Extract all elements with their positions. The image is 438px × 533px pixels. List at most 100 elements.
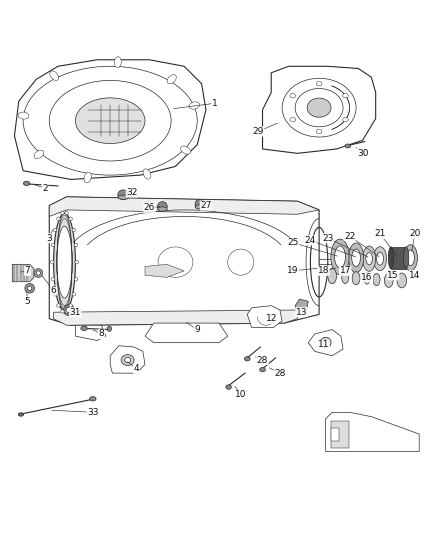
Polygon shape (49, 197, 319, 325)
Text: 26: 26 (144, 203, 155, 212)
Ellipse shape (342, 271, 349, 284)
Ellipse shape (74, 243, 78, 247)
Ellipse shape (331, 239, 349, 275)
Polygon shape (12, 264, 34, 282)
Polygon shape (145, 264, 184, 277)
Ellipse shape (143, 169, 151, 179)
Text: 28: 28 (257, 356, 268, 365)
Polygon shape (75, 325, 106, 341)
Ellipse shape (373, 273, 380, 286)
Text: 20: 20 (409, 229, 420, 238)
Ellipse shape (349, 243, 364, 272)
Polygon shape (262, 66, 376, 154)
Polygon shape (110, 346, 145, 373)
Ellipse shape (307, 98, 331, 117)
Ellipse shape (18, 112, 29, 119)
Ellipse shape (57, 217, 60, 221)
Text: 16: 16 (361, 273, 373, 282)
Ellipse shape (260, 367, 265, 372)
Ellipse shape (34, 150, 44, 159)
Ellipse shape (60, 211, 64, 215)
Ellipse shape (69, 304, 72, 307)
Text: 6: 6 (51, 286, 57, 295)
Ellipse shape (53, 228, 57, 232)
Ellipse shape (366, 253, 372, 265)
Ellipse shape (34, 269, 43, 277)
Text: 22: 22 (344, 231, 355, 240)
Ellipse shape (60, 310, 64, 313)
Text: 11: 11 (318, 341, 329, 349)
Text: 4: 4 (134, 364, 139, 373)
Polygon shape (331, 429, 339, 441)
Ellipse shape (226, 385, 231, 389)
Ellipse shape (51, 278, 55, 281)
Ellipse shape (343, 93, 348, 98)
Polygon shape (295, 299, 308, 312)
Ellipse shape (385, 273, 393, 287)
Ellipse shape (50, 261, 54, 264)
Ellipse shape (290, 93, 296, 98)
Ellipse shape (403, 245, 417, 271)
Ellipse shape (75, 98, 145, 143)
Text: 14: 14 (409, 271, 420, 280)
Ellipse shape (28, 286, 32, 290)
Ellipse shape (244, 357, 250, 361)
Ellipse shape (374, 247, 387, 271)
Ellipse shape (352, 272, 360, 285)
Text: 27: 27 (200, 201, 212, 210)
Text: 33: 33 (87, 408, 99, 417)
Ellipse shape (195, 199, 204, 209)
Ellipse shape (64, 304, 74, 316)
Ellipse shape (72, 293, 76, 296)
Text: 13: 13 (296, 308, 307, 317)
Text: 21: 21 (374, 229, 386, 238)
Text: 2: 2 (42, 184, 48, 192)
Polygon shape (53, 310, 297, 325)
Ellipse shape (343, 117, 348, 122)
Ellipse shape (158, 201, 167, 211)
Text: 7: 7 (25, 266, 30, 276)
Ellipse shape (328, 269, 336, 284)
Ellipse shape (36, 271, 41, 275)
Ellipse shape (335, 246, 346, 268)
Ellipse shape (389, 247, 393, 269)
Ellipse shape (57, 304, 60, 307)
Ellipse shape (167, 75, 177, 84)
Text: 1: 1 (212, 99, 218, 108)
Ellipse shape (114, 56, 121, 68)
Ellipse shape (18, 413, 24, 416)
Ellipse shape (397, 273, 406, 288)
Ellipse shape (23, 181, 30, 185)
Ellipse shape (364, 273, 370, 284)
Ellipse shape (316, 130, 322, 134)
Ellipse shape (118, 190, 129, 199)
Polygon shape (14, 60, 206, 180)
Ellipse shape (124, 358, 131, 362)
Ellipse shape (118, 195, 129, 199)
Text: 24: 24 (305, 236, 316, 245)
Ellipse shape (363, 246, 376, 271)
Ellipse shape (377, 252, 384, 265)
Ellipse shape (53, 213, 75, 311)
Text: 29: 29 (252, 127, 264, 136)
Polygon shape (325, 413, 419, 451)
Ellipse shape (406, 250, 414, 265)
Ellipse shape (352, 249, 360, 266)
Ellipse shape (345, 144, 351, 148)
Polygon shape (331, 421, 349, 448)
Ellipse shape (53, 293, 57, 296)
Text: 5: 5 (25, 297, 30, 306)
Ellipse shape (121, 354, 134, 366)
Polygon shape (308, 329, 343, 356)
Text: 18: 18 (318, 266, 329, 276)
Text: 10: 10 (235, 390, 247, 399)
Text: 31: 31 (70, 308, 81, 317)
Ellipse shape (290, 117, 296, 122)
Ellipse shape (403, 247, 409, 269)
Text: 12: 12 (265, 314, 277, 323)
Ellipse shape (320, 337, 331, 348)
Ellipse shape (75, 261, 78, 264)
Text: 30: 30 (357, 149, 368, 158)
Ellipse shape (89, 397, 96, 401)
Ellipse shape (195, 205, 204, 209)
